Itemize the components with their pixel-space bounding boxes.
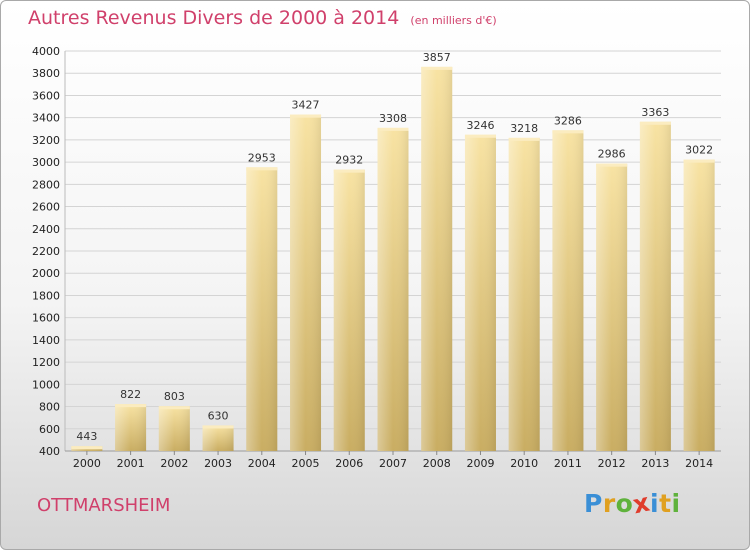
- bar-shade: [421, 66, 453, 451]
- x-tick-label: 2012: [598, 457, 626, 470]
- logo-letter: i: [671, 489, 681, 518]
- bar-shade: [377, 127, 409, 451]
- y-tick-label: 1000: [32, 378, 60, 391]
- y-tick-label: 1400: [32, 334, 60, 347]
- bar-top: [246, 167, 278, 171]
- x-tick-label: 2013: [641, 457, 669, 470]
- bar-top: [290, 114, 322, 118]
- bar-top: [377, 127, 409, 131]
- bar-shade: [464, 134, 496, 451]
- x-axis: 2000 2001 2002 2003 2004 2005 2006 2007 2008 2009…: [73, 451, 713, 470]
- y-tick-label: 400: [39, 445, 60, 458]
- logo-letter: t: [659, 489, 672, 518]
- bar-top: [639, 121, 671, 125]
- y-tick-label: 800: [39, 401, 60, 414]
- y-tick-label: 2000: [32, 267, 60, 280]
- bar-shade: [290, 114, 322, 452]
- y-tick-label: 3800: [32, 67, 60, 80]
- bar-top: [464, 134, 496, 138]
- bar-value-label: 630: [208, 409, 229, 422]
- bar-value-label: 822: [120, 388, 141, 401]
- bar-value-label: 3427: [292, 99, 320, 112]
- city-name: OTTMARSHEIM: [37, 495, 171, 516]
- bar-top: [683, 159, 715, 163]
- bar-shade: [508, 137, 540, 451]
- y-tick-label: 2400: [32, 223, 60, 236]
- x-tick-label: 2004: [248, 457, 276, 470]
- chart-title: Autres Revenus Divers de 2000 à 2014: [28, 7, 400, 29]
- y-tick-label: 2800: [32, 178, 60, 191]
- x-tick-label: 2007: [379, 457, 407, 470]
- bar-top: [71, 446, 103, 450]
- x-tick-label: 2001: [117, 457, 145, 470]
- y-tick-label: 1600: [32, 312, 60, 325]
- bar-value-label: 3022: [685, 144, 713, 157]
- bars: 443 822 803 630 2953 3427 2932 3308 3857 3246 3218…: [71, 51, 715, 452]
- bar-shade: [596, 163, 628, 451]
- y-tick-label: 3000: [32, 156, 60, 169]
- bar-value-label: 3286: [554, 114, 582, 127]
- chart-subtitle: (en milliers d'€): [410, 14, 497, 27]
- y-tick-label: 3200: [32, 134, 60, 147]
- y-tick-label: 2600: [32, 201, 60, 214]
- bar-value-label: 3857: [423, 51, 451, 64]
- bar-value-label: 2953: [248, 151, 276, 164]
- x-tick-label: 2010: [510, 457, 538, 470]
- logo-letter: i: [650, 489, 660, 518]
- logo-letter: P: [584, 489, 603, 518]
- bar-value-label: 2986: [598, 148, 626, 161]
- logo-letter: r: [602, 489, 616, 518]
- bar-shade: [683, 159, 715, 451]
- bar-shade: [333, 169, 365, 451]
- bar-value-label: 443: [76, 430, 97, 443]
- logo-letter: o: [615, 489, 634, 518]
- bar-top: [421, 66, 453, 70]
- bar-value-label: 3308: [379, 112, 407, 125]
- x-tick-label: 2002: [160, 457, 188, 470]
- x-tick-label: 2008: [423, 457, 451, 470]
- y-tick-label: 4000: [32, 45, 60, 58]
- bar-value-label: 803: [164, 390, 185, 403]
- x-tick-label: 2014: [685, 457, 713, 470]
- bar-shade: [639, 121, 671, 452]
- x-tick-label: 2011: [554, 457, 582, 470]
- bar-value-label: 3246: [466, 119, 494, 132]
- bar-shade: [552, 130, 584, 452]
- x-tick-label: 2005: [292, 457, 320, 470]
- bar-top: [552, 130, 584, 134]
- x-tick-label: 2006: [335, 457, 363, 470]
- y-tick-label: 3600: [32, 89, 60, 102]
- bar-value-label: 3218: [510, 122, 538, 135]
- y-tick-label: 2200: [32, 245, 60, 258]
- proxiti-logo[interactable]: Proxiti: [584, 488, 681, 520]
- bar-top: [596, 163, 628, 167]
- y-tick-label: 3400: [32, 112, 60, 125]
- bar-top: [202, 425, 234, 429]
- y-tick-label: 1800: [32, 289, 60, 302]
- bar-top: [158, 406, 190, 410]
- x-tick-label: 2000: [73, 457, 101, 470]
- x-tick-label: 2009: [466, 457, 494, 470]
- bar-value-label: 3363: [641, 106, 669, 119]
- bar-top: [115, 404, 147, 408]
- bar-shade: [202, 425, 234, 451]
- y-tick-label: 600: [39, 423, 60, 436]
- title-row: Autres Revenus Divers de 2000 à 2014 (en…: [28, 7, 497, 29]
- bar-shade: [246, 167, 278, 452]
- bar-top: [508, 137, 540, 141]
- y-axis: 400 600 800 1000 1200 1400 1600 1800 2000 2200 240…: [32, 45, 721, 458]
- bar-shade: [158, 406, 190, 451]
- bar-top: [333, 169, 365, 173]
- x-tick-label: 2003: [204, 457, 232, 470]
- bar-shade: [115, 404, 147, 451]
- y-tick-label: 1200: [32, 356, 60, 369]
- bar-value-label: 2932: [335, 154, 363, 167]
